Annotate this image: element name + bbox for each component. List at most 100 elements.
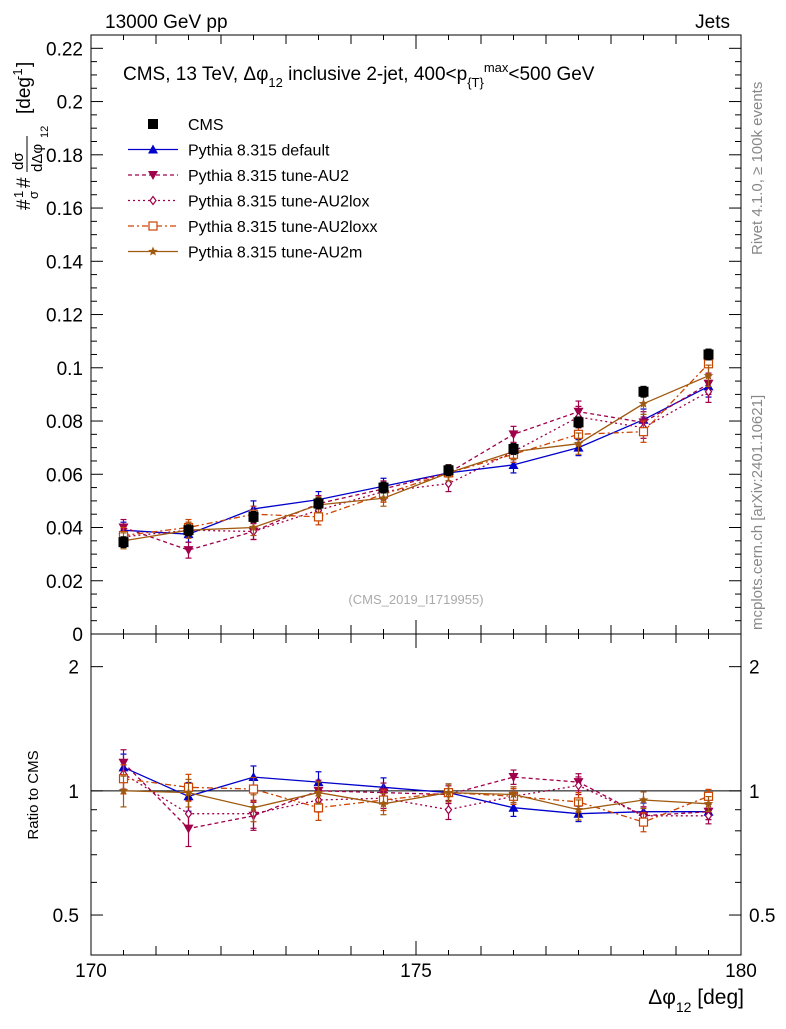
ratio-series-line [123,766,709,815]
y-tick-label: 0.12 [46,306,83,327]
data-point [313,498,324,509]
y-tick-label: 0.04 [46,519,83,540]
series-pythia-8-315-default [118,375,714,543]
data-point [378,493,389,503]
ratio-tick-label-left: 2 [68,658,79,679]
header-right: Jets [695,12,730,33]
main-axis-ticks: 0 0.02 0.04 0.06 0.08 0.1 0.12 0.14 0.16 0.18 0.2 0… [46,39,741,646]
ratio-point [444,804,453,815]
series-pythia-8-315-tune-au2 [118,372,714,559]
legend-marker [149,195,157,206]
ratio-axis-ticks: 0.5 0.5 1 1 2 2 [53,658,776,927]
ratio-tick-label-left: 0.5 [53,906,79,927]
ratio-series-line [123,790,709,811]
series-pythia-8-315-tune-au2lox [119,380,713,546]
svg-text:#: # [14,199,35,210]
legend-marker [148,221,158,231]
series-pythia-8-315-tune-au2loxx [118,352,714,545]
data-point [313,512,324,522]
data-point [573,438,584,448]
y-axis-label: # 1 σ # dσ dΔφ 12 [deg -1 ] [10,62,51,210]
svg-text:1: 1 [11,191,26,198]
legend-item-cms: CMS [148,117,224,134]
x-tick-label: 175 [400,961,432,982]
y-tick-label: 0.14 [46,252,83,273]
ratio-series-pythia-8-315-tune-au2lox [119,759,713,829]
analysis-watermark: (CMS_2019_I1719955) [348,592,483,607]
ratio-tick-label-right: 2 [749,658,760,679]
legend-label: Pythia 8.315 tune-AU2 [188,168,349,185]
ratio-point [183,824,194,834]
legend: CMS Pythia 8.315 default Pythia 8.315 tune… [128,117,377,262]
svg-text:]: ] [14,62,35,67]
data-point [183,546,194,556]
legend-marker [148,119,158,129]
y-tick-label: 0.02 [46,572,83,593]
y-tick-label: 0.1 [57,359,83,380]
data-point [443,465,454,476]
data-point [118,537,129,548]
y-tick-label: 0 [72,625,83,646]
ratio-point [248,772,259,782]
x-axis-label: Δφ12 [deg] [648,986,744,1015]
ratio-point [508,773,519,783]
ratio-tick-label-left: 1 [68,782,79,803]
svg-text:dΔφ: dΔφ [29,144,46,172]
rivet-label: Rivet 4.1.0, ≥ 100k events [749,82,766,255]
series-pythia-8-315-tune-au2m [118,364,714,550]
ratio-point [508,789,519,799]
data-point [248,522,259,532]
mcplots-label: mcplots.cern.ch [arXiv:2401.10621] [749,395,766,630]
legend-item-pythia-8-315-tune-au2: Pythia 8.315 tune-AU2 [128,168,349,185]
y-tick-label: 0.22 [46,39,83,60]
legend-label: Pythia 8.315 tune-AU2m [188,245,362,262]
ratio-axis-label: Ratio to CMS [25,750,42,839]
svg-text:12: 12 [39,126,51,138]
legend-item-pythia-8-315-default: Pythia 8.315 default [128,143,330,160]
legend-label: Pythia 8.315 tune-AU2lox [188,194,369,211]
ratio-point [118,785,129,795]
data-point [638,427,649,437]
legend-marker [148,144,158,154]
svg-text:#: # [14,177,35,188]
ratio-point [378,798,389,808]
y-tick-label: 0.18 [46,146,83,167]
ratio-series-line [123,778,709,823]
data-point [444,478,453,489]
x-axis-ticks: 170 175 180 [75,35,757,982]
data-point [508,459,519,469]
data-point [704,386,713,397]
ratio-series-line [123,762,709,830]
y-tick-label: 0.08 [46,412,83,433]
legend-label: Pythia 8.315 default [188,143,330,160]
legend-item-pythia-8-315-tune-au2loxx: Pythia 8.315 tune-AU2loxx [128,219,377,236]
data-point [638,398,649,408]
svg-text:dσ: dσ [10,152,27,170]
series-line [123,391,709,538]
ratio-series-line [123,773,709,817]
legend-item-pythia-8-315-tune-au2m: Pythia 8.315 tune-AU2m [128,245,362,262]
ratio-point [703,798,714,808]
ratio-point [313,787,324,797]
data-point [378,482,389,493]
header-left: 13000 GeV pp [105,12,228,33]
legend-item-pythia-8-315-tune-au2lox: Pythia 8.315 tune-AU2lox [128,194,369,211]
series-line [123,375,709,542]
series-cms [118,348,714,549]
ratio-point [638,795,649,805]
ratio-point [183,787,194,797]
series-line [123,363,709,537]
ratio-series-pythia-8-315-tune-au2m [118,775,714,823]
ratio-point [574,780,583,791]
legend-label: Pythia 8.315 tune-AU2loxx [188,219,377,236]
data-point [183,525,194,536]
svg-text:[deg: [deg [14,77,35,114]
ratio-point [313,803,324,813]
ratio-point [573,804,584,814]
legend-marker [148,246,158,256]
ratio-point [248,784,259,794]
ratio-point [508,802,519,812]
ratio-series-group [118,749,714,848]
